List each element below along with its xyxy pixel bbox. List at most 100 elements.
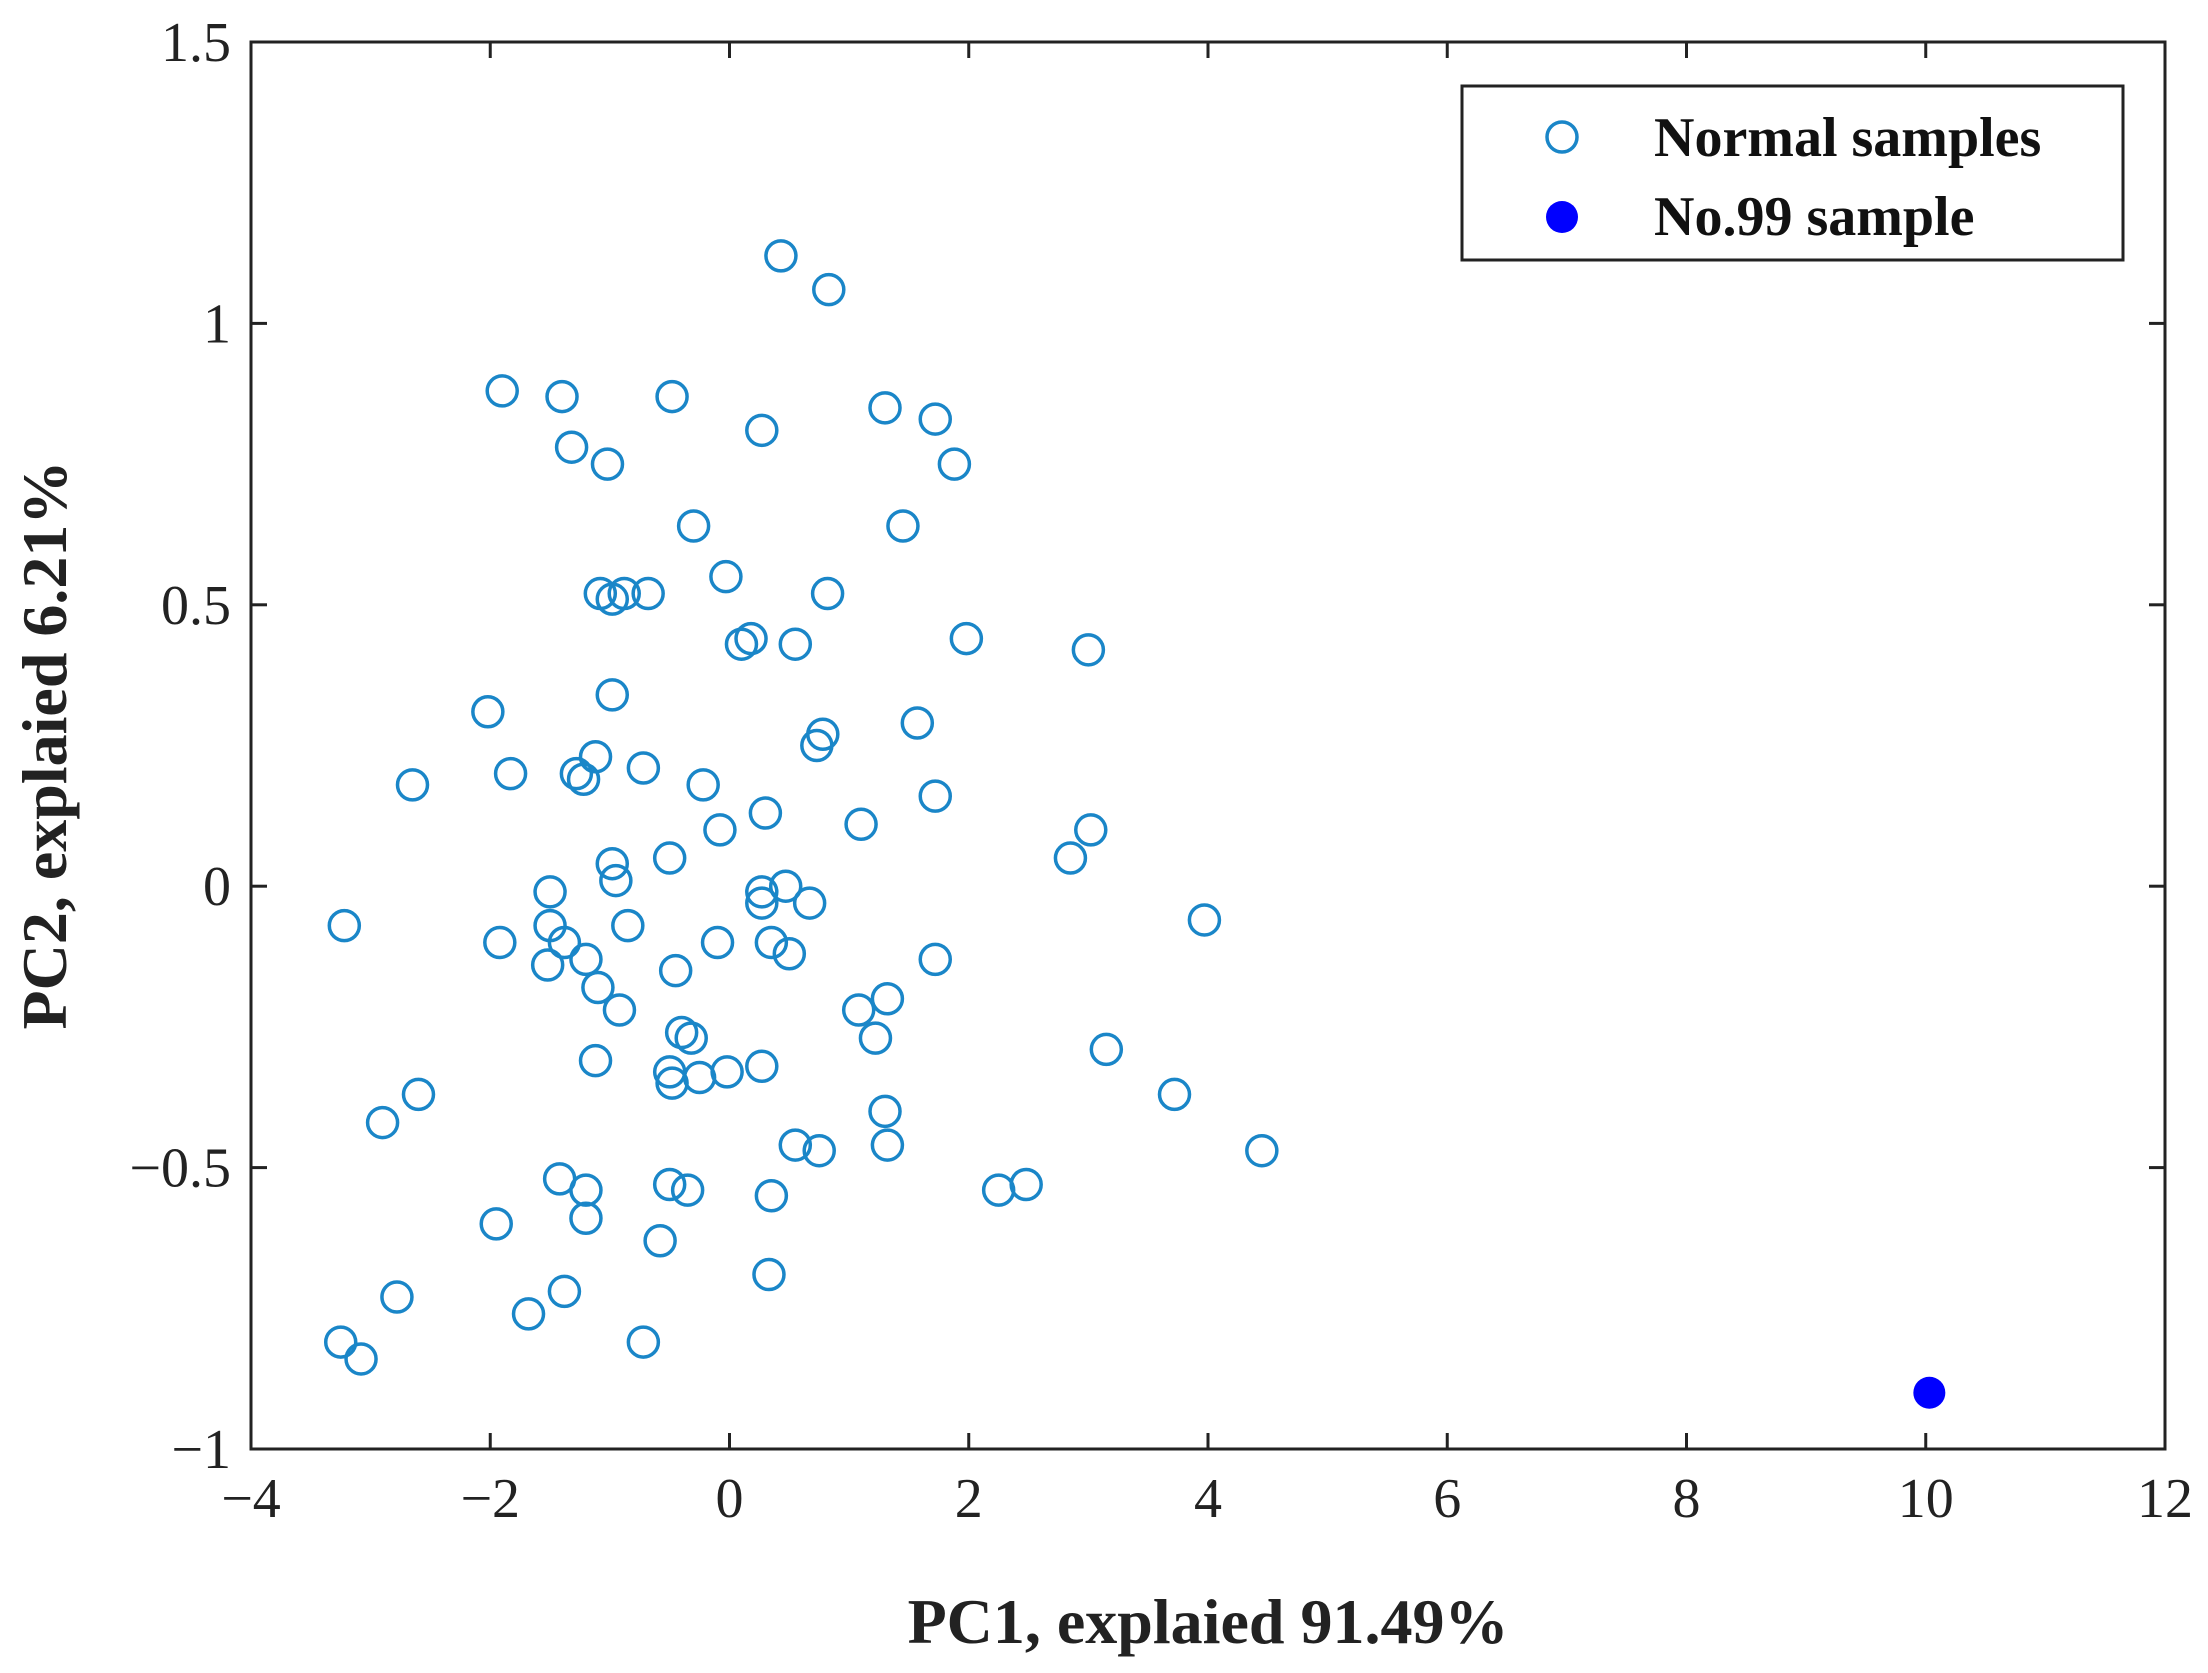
- normal-sample-point: [768, 869, 803, 903]
- data-points: [323, 239, 1946, 1409]
- normal-sample-point: [792, 886, 827, 920]
- normal-sample-point: [595, 678, 630, 712]
- x-tick-label: 10: [1898, 1468, 1954, 1530]
- normal-sample-point: [870, 1128, 905, 1162]
- x-tick-label: 4: [1194, 1468, 1222, 1530]
- legend: Normal samples No.99 sample: [1460, 84, 2125, 262]
- normal-sample-point: [1089, 1032, 1124, 1067]
- normal-sample-point: [545, 379, 579, 414]
- normal-sample-point: [566, 762, 601, 797]
- normal-sample-point: [611, 908, 645, 943]
- normal-sample-point: [752, 1257, 786, 1292]
- y-tick-label: 1: [203, 293, 231, 355]
- normal-sample-point: [590, 447, 625, 481]
- normal-sample-point: [841, 993, 876, 1027]
- normal-sample-point: [844, 807, 878, 842]
- normal-sample-point: [658, 953, 693, 988]
- normal-sample-point: [754, 1178, 789, 1213]
- normal-sample-point: [745, 886, 779, 920]
- normal-sample-point: [772, 936, 807, 971]
- normal-sample-point: [1071, 633, 1106, 667]
- normal-sample-point: [626, 1325, 661, 1359]
- normal-sample-point: [802, 1133, 836, 1168]
- normal-sample-point: [327, 908, 362, 943]
- normal-sample-point: [607, 576, 641, 611]
- normal-sample-point: [1245, 1133, 1279, 1168]
- legend-outlier-marker: [1546, 201, 1578, 233]
- legend-box: [1460, 84, 2125, 262]
- normal-sample-point: [569, 942, 603, 977]
- normal-sample-point: [868, 1094, 902, 1129]
- normal-sample-point: [493, 756, 528, 791]
- normal-sample-point: [778, 1128, 813, 1162]
- normal-sample-point: [1074, 813, 1108, 847]
- normal-sample-point: [748, 796, 783, 830]
- normal-sample-point: [395, 768, 430, 802]
- normal-sample-point: [700, 925, 735, 960]
- y-tick-label: 1.5: [161, 12, 231, 74]
- normal-sample-point: [918, 402, 953, 436]
- normal-sample-point: [530, 948, 565, 982]
- normal-sample-point: [1187, 903, 1222, 937]
- legend-normal-label: Normal samples: [1654, 107, 2041, 169]
- normal-sample-point: [810, 576, 845, 611]
- no99-sample-point: [1913, 1376, 1946, 1409]
- normal-sample-point: [344, 1342, 378, 1376]
- axis-ticks: −4 −2 0 2 4 6 8 10 12 −1 −0.5 0 0.5 1 1.5: [129, 12, 2193, 1530]
- normal-sample-point: [1157, 1077, 1192, 1112]
- normal-sample-point: [547, 925, 582, 960]
- normal-sample-point: [745, 1049, 779, 1084]
- legend-outlier-label: No.99 sample: [1654, 186, 1974, 248]
- normal-sample-point: [868, 391, 902, 425]
- normal-sample-point: [471, 694, 505, 729]
- normal-sample-point: [578, 1043, 613, 1078]
- normal-sample-point: [670, 1173, 705, 1207]
- normal-sample-point: [569, 1201, 603, 1236]
- normal-sample-point: [918, 942, 953, 977]
- normal-sample-point: [631, 576, 665, 611]
- normal-sample-point: [937, 447, 972, 481]
- normal-sample-point: [900, 706, 935, 740]
- normal-sample-point: [485, 374, 519, 408]
- y-tick-label: −1: [171, 1419, 231, 1481]
- normal-sample-point: [1053, 841, 1088, 875]
- normal-sample-point: [547, 1274, 582, 1309]
- normal-sample-point: [709, 559, 743, 594]
- y-tick-label: 0: [203, 856, 231, 918]
- normal-sample-point: [595, 846, 630, 881]
- x-tick-label: 12: [2137, 1468, 2193, 1530]
- normal-sample-point: [754, 925, 789, 960]
- normal-sample-point: [676, 509, 711, 543]
- normal-sample-point: [643, 1224, 677, 1258]
- normal-sample-point: [652, 841, 687, 875]
- x-tick-label: −2: [460, 1468, 520, 1530]
- normal-sample-point: [479, 1207, 513, 1241]
- normal-sample-point: [652, 1167, 687, 1202]
- normal-sample-point: [745, 875, 779, 909]
- normal-sample-point: [745, 413, 779, 448]
- normal-sample-point: [778, 627, 813, 661]
- normal-sample-point: [1009, 1167, 1043, 1202]
- plot-area-frame: [249, 40, 2167, 1451]
- normal-sample-point: [858, 1021, 893, 1055]
- x-tick-label: 0: [716, 1468, 744, 1530]
- normal-sample-point: [323, 1325, 358, 1359]
- normal-sample-point: [380, 1280, 414, 1314]
- normal-sample-point: [686, 768, 720, 802]
- normal-sample-point: [554, 430, 589, 464]
- y-tick-label: 0.5: [161, 575, 231, 637]
- normal-sample-point: [764, 239, 798, 273]
- normal-sample-point: [674, 1021, 708, 1055]
- normal-sample-point: [599, 863, 633, 898]
- normal-sample-point: [812, 272, 846, 307]
- normal-sample-point: [655, 379, 689, 414]
- legend-normal-marker: [1545, 120, 1579, 154]
- y-axis-label: PC2, explaied 6.21%: [9, 461, 80, 1030]
- x-tick-label: 8: [1673, 1468, 1701, 1530]
- normal-sample-point: [602, 993, 637, 1027]
- normal-sample-point: [533, 875, 567, 909]
- normal-sample-point: [949, 621, 984, 656]
- y-tick-label: −0.5: [129, 1138, 231, 1200]
- normal-sample-point: [918, 779, 953, 813]
